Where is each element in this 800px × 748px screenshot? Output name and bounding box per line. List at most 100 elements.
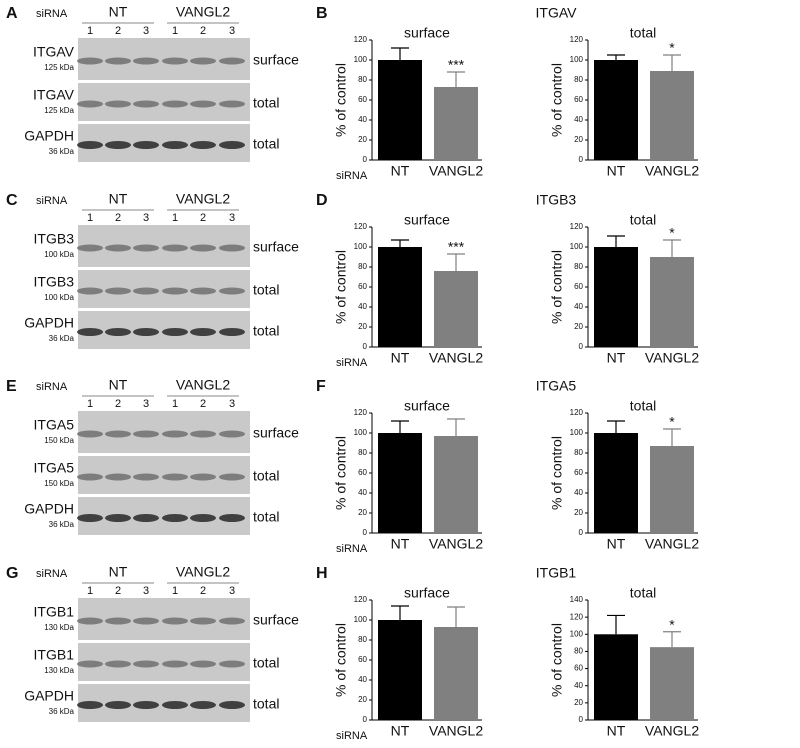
protein-label: ITGA5: [34, 460, 75, 476]
blot-band: [77, 473, 103, 481]
y-tick-label: 0: [579, 528, 584, 537]
bar: [378, 60, 422, 160]
chart-group-title: ITGB1: [536, 565, 577, 581]
blot-band: [162, 141, 188, 149]
blot-band: [133, 244, 159, 252]
y-tick-label: 20: [358, 135, 367, 144]
group-label: VANGL2: [176, 564, 230, 580]
significance: ***: [448, 239, 465, 255]
size-label: 36 kDa: [49, 147, 75, 156]
y-tick-label: 60: [574, 468, 583, 477]
y-tick-label: 60: [574, 282, 583, 291]
y-tick-label: 120: [354, 595, 368, 604]
lane-number: 3: [143, 25, 149, 37]
lane-number: 1: [172, 212, 178, 224]
lane-number: 1: [87, 398, 93, 410]
x-tick-label: NT: [607, 350, 626, 366]
chart-title: total: [630, 212, 656, 228]
x-tick-label: NT: [607, 723, 626, 739]
lane-number: 3: [229, 585, 235, 597]
lane-number: 3: [229, 25, 235, 37]
y-tick-label: 100: [354, 242, 368, 251]
size-label: 150 kDa: [44, 436, 74, 445]
blot-band: [190, 141, 216, 149]
y-tick-label: 20: [574, 508, 583, 517]
chart-title: total: [630, 585, 656, 601]
group-label: NT: [109, 4, 128, 20]
y-tick-label: 120: [570, 222, 584, 231]
fraction-label: total: [253, 282, 279, 298]
chart-title: total: [630, 398, 656, 414]
blot-band: [77, 287, 103, 295]
size-label: 36 kDa: [49, 334, 75, 343]
blot-band: [77, 244, 103, 252]
chart-group-title: ITGA5: [536, 378, 577, 394]
panel-letter: G: [6, 565, 18, 582]
blot-band: [219, 514, 245, 522]
y-tick-label: 120: [570, 612, 584, 621]
lane-number: 2: [200, 585, 206, 597]
blot-band: [190, 57, 216, 65]
y-tick-label: 120: [354, 222, 368, 231]
blot-band: [105, 701, 131, 709]
blot-band: [190, 617, 216, 625]
size-label: 125 kDa: [44, 106, 74, 115]
blot-band: [190, 100, 216, 108]
y-tick-label: 0: [579, 715, 584, 724]
lane-number: 1: [172, 585, 178, 597]
y-tick-label: 80: [358, 635, 367, 644]
lane-number: 1: [87, 585, 93, 597]
y-tick-label: 100: [570, 242, 584, 251]
size-label: 36 kDa: [49, 707, 75, 716]
y-tick-label: 100: [570, 55, 584, 64]
blot-band: [162, 617, 188, 625]
fraction-label: total: [253, 323, 279, 339]
blot-band: [133, 660, 159, 668]
y-tick-label: 120: [570, 408, 584, 417]
y-tick-label: 140: [570, 595, 584, 604]
sirna-label: siRNA: [36, 568, 68, 580]
y-tick-label: 80: [358, 75, 367, 84]
y-tick-label: 60: [358, 655, 367, 664]
protein-label: ITGB3: [34, 274, 75, 290]
y-tick-label: 80: [574, 647, 583, 656]
x-tick-label: VANGL2: [645, 536, 699, 552]
significance: *: [669, 414, 675, 430]
lane-number: 1: [87, 212, 93, 224]
x-tick-label: NT: [391, 163, 410, 179]
x-tick-label: NT: [607, 536, 626, 552]
y-tick-label: 120: [354, 408, 368, 417]
bar: [650, 647, 694, 720]
y-tick-label: 60: [358, 95, 367, 104]
fraction-label: total: [253, 696, 279, 712]
blot-band: [77, 430, 103, 438]
blot-band: [162, 701, 188, 709]
protein-label: GAPDH: [24, 501, 74, 517]
fraction-label: total: [253, 509, 279, 525]
y-tick-label: 0: [363, 528, 368, 537]
blot-band: [105, 57, 131, 65]
lane-number: 3: [143, 398, 149, 410]
blot-band: [133, 430, 159, 438]
blot-band: [162, 514, 188, 522]
size-label: 100 kDa: [44, 293, 74, 302]
panel-letter: H: [316, 565, 328, 582]
blot-band: [219, 57, 245, 65]
y-axis-label: % of control: [549, 436, 565, 510]
blot-band: [133, 617, 159, 625]
blot-band: [105, 100, 131, 108]
y-tick-label: 40: [574, 302, 583, 311]
fraction-label: total: [253, 655, 279, 671]
blot-band: [162, 430, 188, 438]
y-axis-label: % of control: [549, 63, 565, 137]
blot-band: [133, 473, 159, 481]
x-tick-label: VANGL2: [645, 723, 699, 739]
y-axis-label: % of control: [333, 436, 349, 510]
blot-band: [133, 141, 159, 149]
group-label: NT: [109, 564, 128, 580]
lane-number: 1: [87, 25, 93, 37]
y-tick-label: 40: [358, 488, 367, 497]
chart-title: surface: [404, 25, 450, 41]
x-prefix: siRNA: [336, 170, 368, 182]
